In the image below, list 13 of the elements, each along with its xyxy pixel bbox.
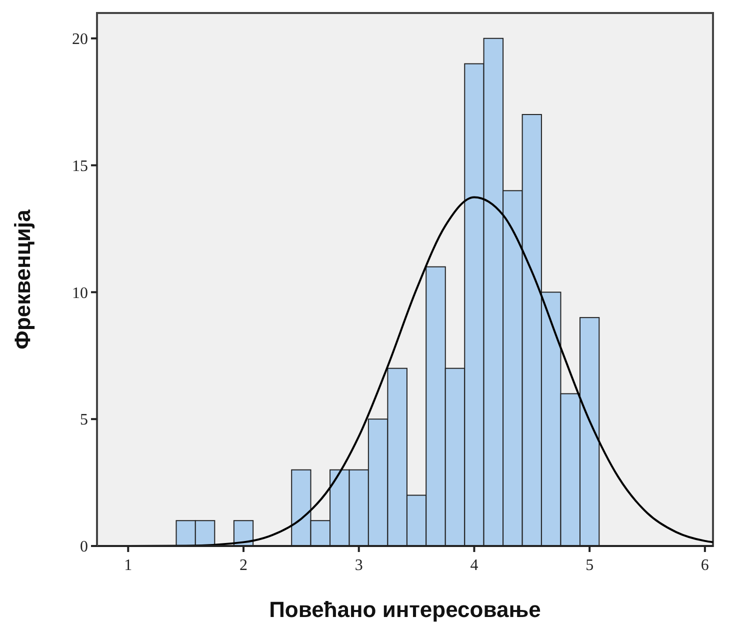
y-axis-title: Фреквенција: [10, 208, 35, 350]
x-tick-label: 4: [470, 557, 478, 574]
x-tick-label: 6: [700, 557, 709, 574]
x-tick-label: 5: [586, 557, 594, 574]
x-tick-label: 2: [240, 557, 248, 574]
y-tick-label: 0: [80, 538, 88, 556]
y-tick-label: 15: [72, 158, 88, 175]
x-tick-label: 3: [354, 557, 363, 574]
y-tick-label: 10: [72, 284, 88, 302]
x-tick-label: 1: [124, 557, 132, 574]
y-tick-label: 20: [72, 30, 88, 48]
x-axis-title: Повећано интересовање: [269, 597, 541, 622]
y-tick-label: 5: [80, 412, 88, 429]
